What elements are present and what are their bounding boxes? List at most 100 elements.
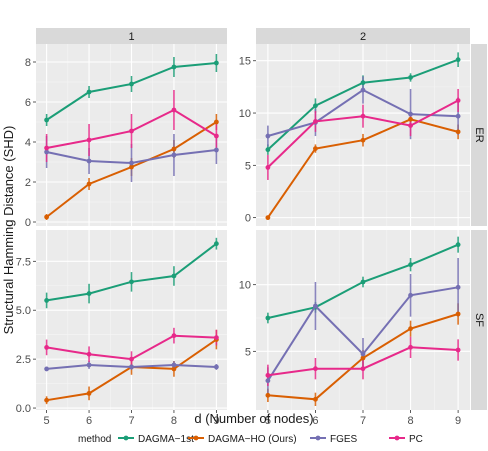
data-point xyxy=(171,107,177,113)
data-point xyxy=(44,344,50,350)
data-point xyxy=(265,392,271,398)
data-point xyxy=(213,241,219,247)
x-axis-title: d (Number of nodes) xyxy=(194,411,313,426)
legend-title: method xyxy=(78,434,111,445)
y-tick-label: 15 xyxy=(239,56,251,68)
data-point xyxy=(455,57,461,63)
row-strip-ER xyxy=(471,44,487,226)
data-point xyxy=(265,215,271,221)
data-point xyxy=(313,366,318,372)
data-point xyxy=(408,123,413,128)
row-strip-label-ER: ER xyxy=(473,127,485,142)
data-point xyxy=(86,158,92,164)
data-point xyxy=(171,152,177,158)
data-point xyxy=(360,113,366,119)
data-point xyxy=(360,355,366,361)
data-point xyxy=(213,364,219,370)
data-point xyxy=(360,279,366,285)
panels-layer: 1 2 ER SF 0 2 4 6 8 0 5 10 15 0.0 2.5 5.0 7.5 5 6 7 8 9 5 10 5 6 7… xyxy=(16,28,487,427)
y-tick-label: 8 xyxy=(25,57,31,69)
data-point xyxy=(408,116,413,122)
data-point xyxy=(408,344,413,350)
data-point xyxy=(129,364,134,370)
data-point xyxy=(171,333,177,339)
data-point xyxy=(213,60,219,66)
y-tick-label: 5.0 xyxy=(16,305,31,317)
data-point xyxy=(171,146,177,152)
y-tick-label: 0.0 xyxy=(16,403,31,415)
data-point xyxy=(129,160,134,166)
data-point xyxy=(129,128,134,134)
x-tick-label: 5 xyxy=(265,415,271,427)
y-tick-label: 4 xyxy=(25,137,31,149)
data-point xyxy=(408,262,413,268)
data-point xyxy=(265,315,271,321)
data-point xyxy=(408,326,413,332)
y-tick-label: 7.5 xyxy=(16,256,31,268)
y-tick-label: 5 xyxy=(245,346,251,358)
data-point xyxy=(265,133,271,139)
data-point xyxy=(313,303,318,309)
col-strip-2 xyxy=(256,28,470,44)
y-tick-label: 2.5 xyxy=(16,354,31,366)
data-point xyxy=(408,292,413,298)
data-point xyxy=(86,351,92,357)
data-point xyxy=(455,347,461,353)
data-point xyxy=(455,284,461,290)
y-tick-label: 0 xyxy=(25,217,31,229)
data-point xyxy=(86,89,92,95)
data-point xyxy=(171,362,177,368)
legend-label: DAGMA−1st xyxy=(138,434,194,445)
data-point xyxy=(129,164,134,170)
panel-1-SF: 0.0 2.5 5.0 7.5 5 6 7 8 9 xyxy=(16,230,227,427)
data-point xyxy=(44,298,50,303)
legend-label: PC xyxy=(409,434,423,445)
legend-item: PC xyxy=(389,434,423,445)
data-point xyxy=(360,87,366,93)
data-point xyxy=(171,64,177,70)
data-point xyxy=(455,113,461,119)
y-tick-label: 2 xyxy=(25,177,31,189)
data-point xyxy=(44,149,50,155)
data-point xyxy=(455,129,461,135)
row-strip-SF xyxy=(471,230,487,410)
legend-label: DAGMA−HO (Ours) xyxy=(208,434,297,445)
x-tick-label: 7 xyxy=(128,415,134,427)
data-point xyxy=(265,147,271,153)
data-point xyxy=(360,80,366,86)
data-point xyxy=(171,366,177,372)
data-point xyxy=(171,273,177,279)
x-tick-label: 8 xyxy=(171,415,177,427)
data-point xyxy=(129,356,134,362)
data-point xyxy=(265,372,271,378)
data-point xyxy=(86,362,92,368)
legend-item: FGES xyxy=(310,434,358,445)
y-tick-label: 6 xyxy=(25,97,31,109)
data-point xyxy=(408,75,413,80)
data-point xyxy=(213,119,219,125)
panel-1-ER: 0 2 4 6 8 xyxy=(25,44,227,229)
x-tick-label: 7 xyxy=(360,415,366,427)
data-point xyxy=(360,366,366,372)
data-point xyxy=(313,103,318,109)
data-point xyxy=(129,81,134,87)
x-tick-label: 9 xyxy=(213,415,219,427)
data-point xyxy=(129,279,134,285)
data-point xyxy=(86,291,92,296)
data-point xyxy=(360,351,366,357)
legend-swatch-point xyxy=(315,435,321,441)
x-tick-label: 9 xyxy=(455,415,461,427)
y-tick-label: 10 xyxy=(239,108,251,120)
data-point xyxy=(313,396,318,402)
data-point xyxy=(44,145,50,151)
legend: method DAGMA−1st DAGMA−HO (Ours) FGES PC xyxy=(78,434,423,445)
col-strip-label-2: 2 xyxy=(360,31,366,43)
col-strip-label-1: 1 xyxy=(128,31,134,43)
panel-2-SF: 5 10 5 6 7 8 9 xyxy=(239,230,470,427)
data-point xyxy=(213,335,219,341)
data-point xyxy=(455,98,461,103)
panel-2-ER: 0 5 10 15 xyxy=(239,44,470,226)
data-point xyxy=(86,181,92,187)
data-point xyxy=(86,137,92,143)
data-point xyxy=(213,147,219,153)
